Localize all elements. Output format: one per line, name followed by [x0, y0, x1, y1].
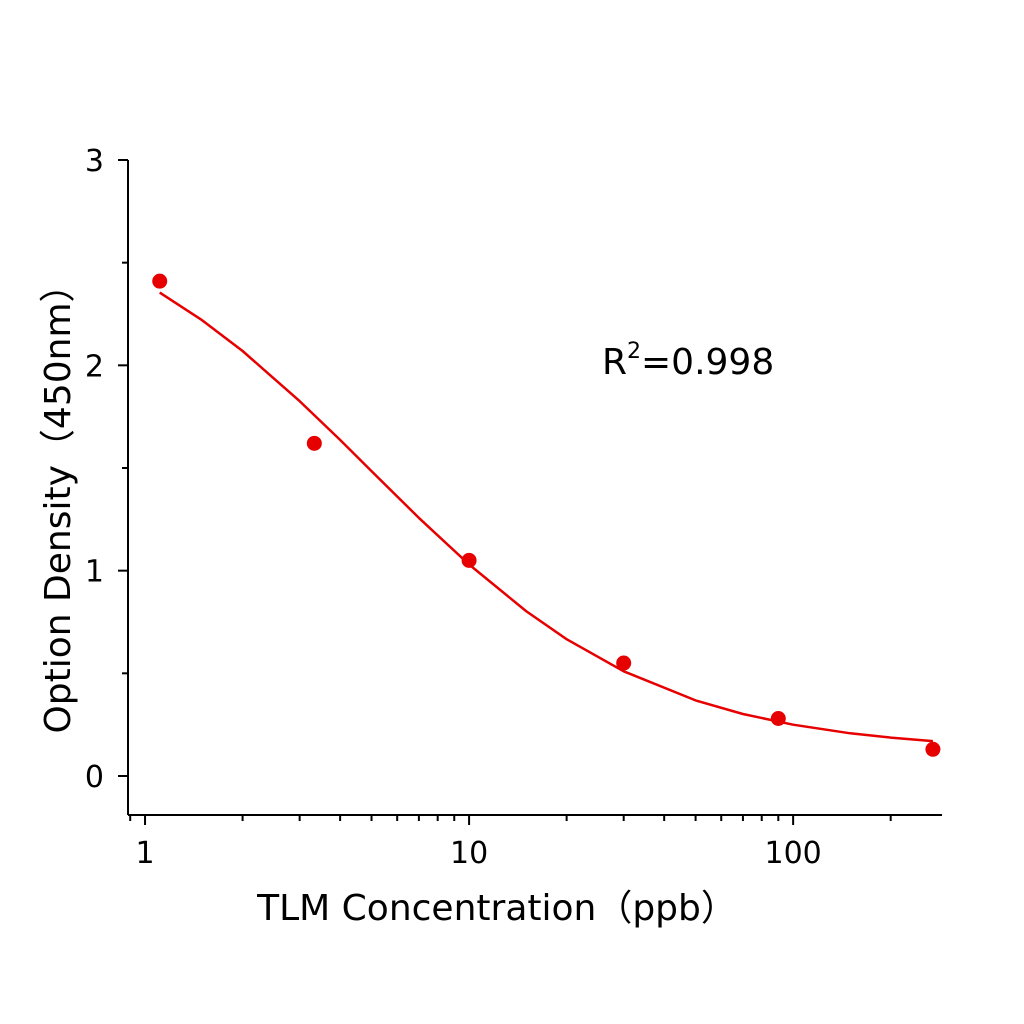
r-squared-annotation: R2=0.998 [602, 339, 774, 383]
x-tick-label: 100 [765, 836, 822, 871]
y-tick-label: 3 [85, 144, 104, 179]
x-axis-label: TLM Concentration（ppb） [256, 888, 737, 929]
marks [152, 273, 941, 757]
r-squared-sup: 2 [627, 339, 641, 364]
r-squared-base: R [602, 342, 627, 383]
data-point [461, 552, 477, 568]
data-point [616, 655, 632, 671]
data-point [925, 741, 941, 757]
y-tick-label: 0 [85, 760, 104, 795]
x-tick-label: 1 [135, 836, 154, 871]
y-axis-label: Option Density（450nm） [38, 266, 79, 733]
x-tick-label: 10 [450, 836, 488, 871]
y-tick-label: 2 [85, 349, 104, 384]
axes: 0 1 2 3 1 10 100 [85, 144, 942, 871]
fit-curve [159, 291, 934, 743]
r-squared-value: =0.998 [641, 342, 774, 383]
data-point [152, 273, 168, 289]
y-tick-label: 1 [85, 555, 104, 590]
data-point [306, 435, 322, 451]
